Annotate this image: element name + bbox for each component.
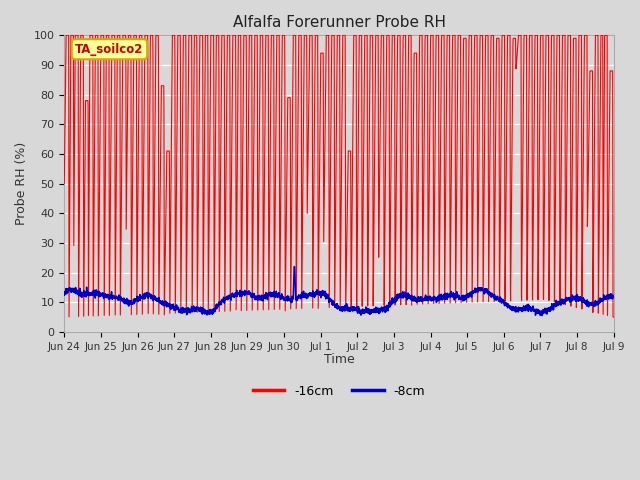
Y-axis label: Probe RH (%): Probe RH (%) <box>15 142 28 225</box>
Title: Alfalfa Forerunner Probe RH: Alfalfa Forerunner Probe RH <box>232 15 445 30</box>
Legend: -16cm, -8cm: -16cm, -8cm <box>248 380 430 403</box>
X-axis label: Time: Time <box>324 353 355 366</box>
Text: TA_soilco2: TA_soilco2 <box>76 43 143 56</box>
